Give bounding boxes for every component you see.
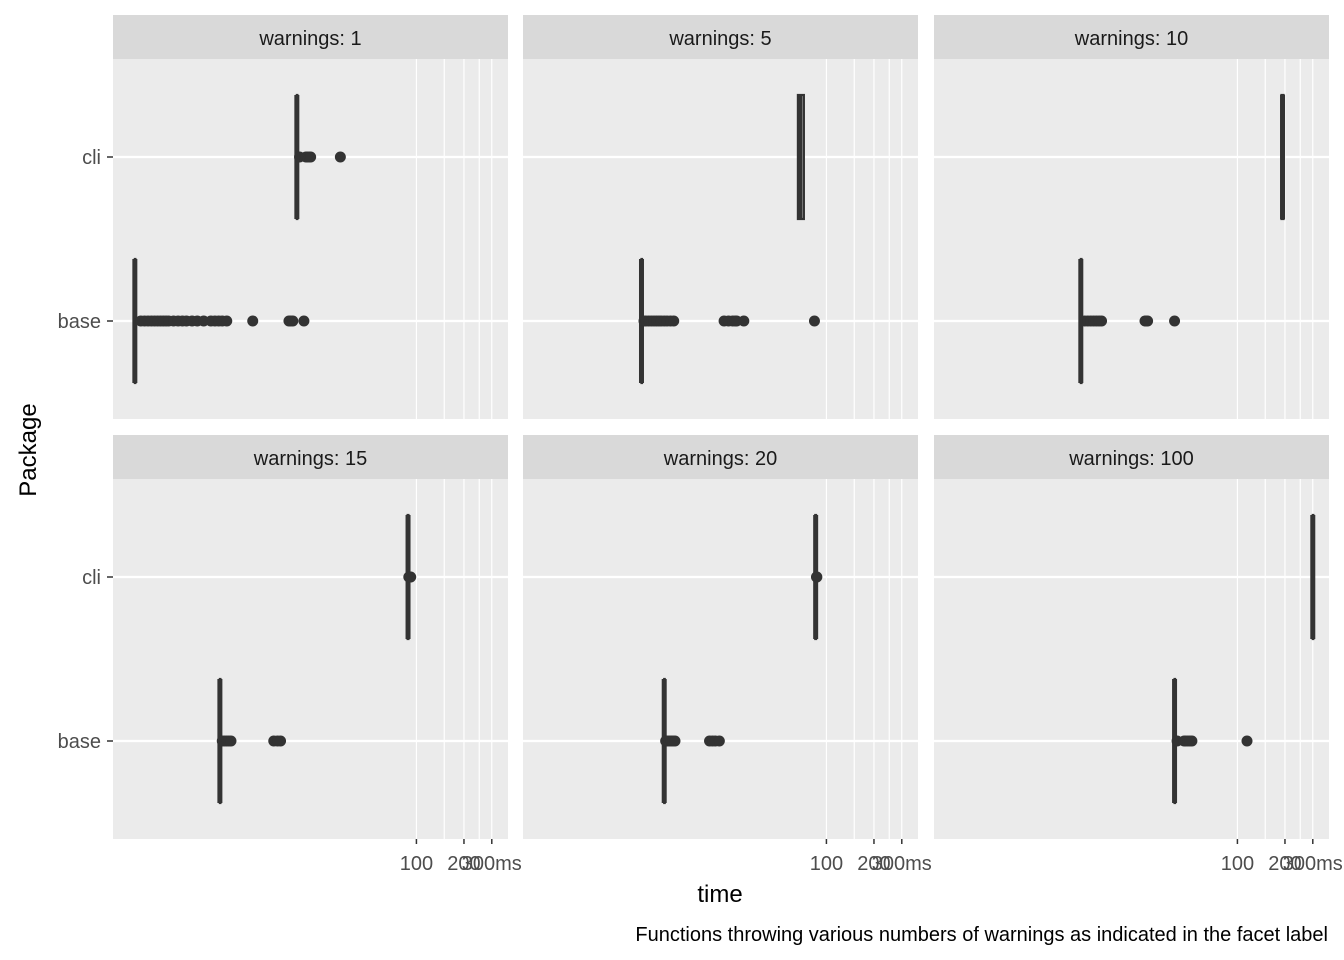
outlier-point — [1142, 315, 1154, 327]
facet-strip-label: warnings: 20 — [663, 448, 777, 470]
outlier-point — [668, 315, 680, 327]
x-tick-label: 100 — [1221, 853, 1254, 875]
chart-caption: Functions throwing various numbers of wa… — [635, 924, 1328, 946]
panel-background — [523, 479, 918, 839]
outlier-point — [713, 735, 725, 747]
outlier-point — [225, 735, 237, 747]
outlier-point — [405, 571, 417, 583]
outlier-point — [1186, 735, 1198, 747]
x-tick-label: 200 — [1268, 853, 1301, 875]
facet-strip — [523, 435, 918, 479]
x-tick-label: 300ms — [1283, 853, 1343, 875]
panel-background — [113, 479, 508, 839]
outlier-point — [738, 315, 750, 327]
outlier-point — [811, 571, 823, 583]
y-tick-label: base — [58, 311, 101, 333]
x-tick-label: 100 — [810, 853, 843, 875]
facet-strip-label: warnings: 15 — [253, 448, 367, 470]
y-tick-label: cli — [82, 147, 101, 169]
outlier-point — [669, 735, 681, 747]
outlier-point — [298, 315, 310, 327]
outlier-point — [287, 315, 299, 327]
outlier-point — [305, 151, 317, 163]
facet-strip — [934, 15, 1329, 59]
facet-strip-label: warnings: 1 — [258, 28, 361, 50]
facet-strip-label: warnings: 10 — [1074, 28, 1188, 50]
panel-background — [113, 59, 508, 419]
outlier-point — [247, 315, 259, 327]
outlier-point — [808, 315, 820, 327]
outlier-point — [1096, 315, 1108, 327]
outlier-point — [334, 151, 346, 163]
x-tick-label: 100 — [400, 853, 433, 875]
y-tick-label: cli — [82, 567, 101, 589]
facet-strip — [523, 15, 918, 59]
panel-background — [934, 479, 1329, 839]
y-tick-label: base — [58, 731, 101, 753]
y-axis-title: Package — [15, 403, 42, 496]
outlier-point — [1169, 315, 1181, 327]
outlier-point — [1241, 735, 1253, 747]
x-axis-title: time — [697, 881, 742, 908]
facet-strip — [113, 435, 508, 479]
x-tick-label: 300ms — [872, 853, 932, 875]
facet-strip-label: warnings: 5 — [668, 28, 771, 50]
x-tick-label: 300ms — [462, 853, 522, 875]
facet-strip-label: warnings: 100 — [1068, 448, 1194, 470]
facet-panel: warnings: 5 — [523, 15, 918, 419]
facet-panels: warnings: 1 cli base warnings: 5 warnings: 1… — [58, 15, 1343, 875]
facet-panel: warnings: 1 cli base — [58, 15, 508, 419]
panel-background — [934, 59, 1329, 419]
x-tick-label: 200 — [447, 853, 480, 875]
facet-strip — [113, 15, 508, 59]
outlier-point — [275, 735, 287, 747]
panel-background — [523, 59, 918, 419]
facet-strip — [934, 435, 1329, 479]
facet-panel: warnings: 10 — [934, 15, 1329, 419]
x-tick-label: 200 — [857, 853, 890, 875]
outlier-point — [221, 315, 233, 327]
